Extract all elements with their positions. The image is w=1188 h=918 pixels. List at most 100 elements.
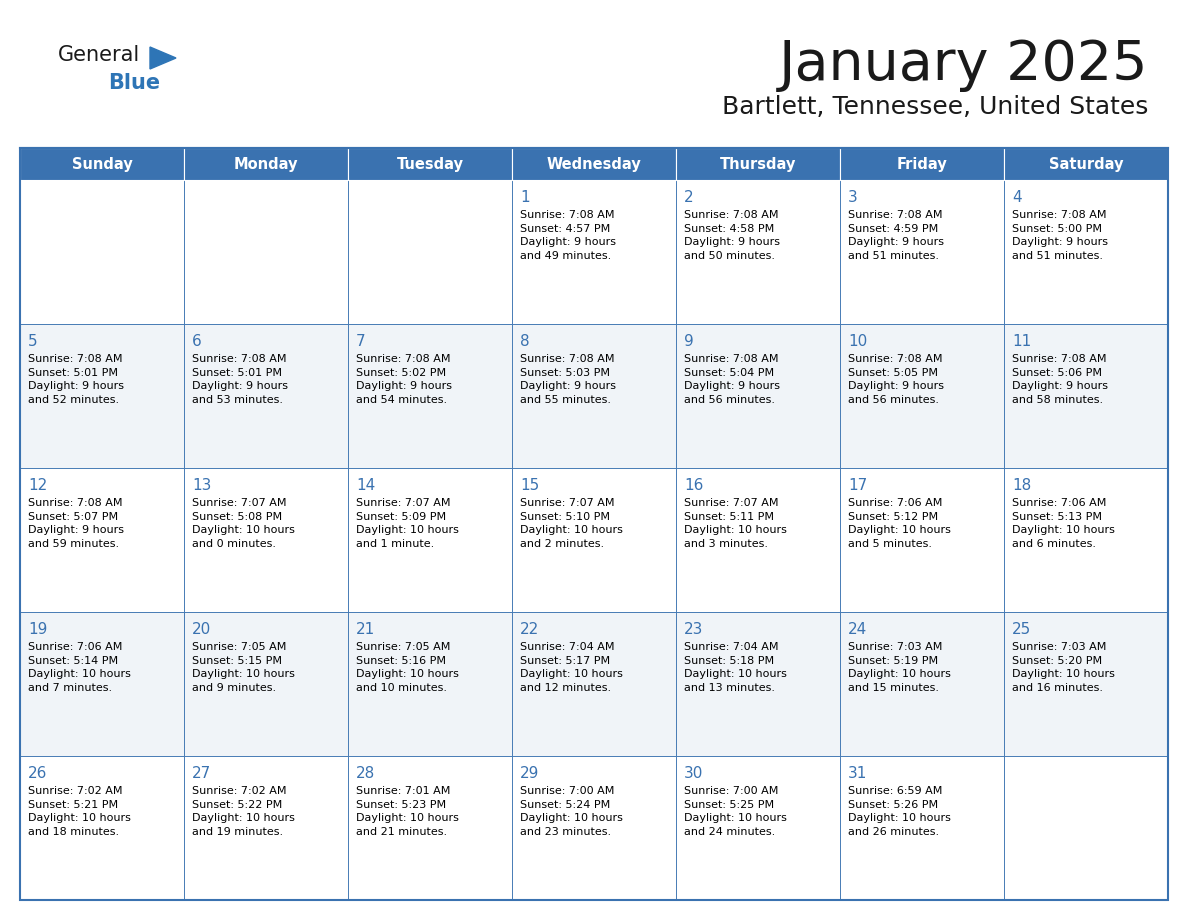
- Text: Sunrise: 7:08 AM
Sunset: 5:06 PM
Daylight: 9 hours
and 58 minutes.: Sunrise: 7:08 AM Sunset: 5:06 PM Dayligh…: [1012, 354, 1108, 405]
- Text: Saturday: Saturday: [1049, 156, 1123, 172]
- Text: Friday: Friday: [897, 156, 947, 172]
- Text: Sunrise: 7:08 AM
Sunset: 5:07 PM
Daylight: 9 hours
and 59 minutes.: Sunrise: 7:08 AM Sunset: 5:07 PM Dayligh…: [29, 498, 124, 549]
- Bar: [512, 612, 676, 756]
- Text: 18: 18: [1012, 478, 1031, 493]
- Text: 9: 9: [684, 334, 694, 349]
- Bar: [840, 612, 1004, 756]
- Text: 21: 21: [356, 622, 375, 637]
- Bar: [20, 324, 184, 468]
- Text: 2: 2: [684, 190, 694, 205]
- Bar: [348, 468, 512, 612]
- Bar: [20, 756, 184, 900]
- Text: 23: 23: [684, 622, 703, 637]
- Bar: [512, 180, 676, 324]
- Bar: [1004, 324, 1168, 468]
- Text: Sunrise: 7:02 AM
Sunset: 5:21 PM
Daylight: 10 hours
and 18 minutes.: Sunrise: 7:02 AM Sunset: 5:21 PM Dayligh…: [29, 786, 131, 837]
- Text: 22: 22: [520, 622, 539, 637]
- Text: 13: 13: [192, 478, 211, 493]
- Bar: [20, 468, 184, 612]
- Bar: [1004, 756, 1168, 900]
- Text: Sunrise: 7:08 AM
Sunset: 5:04 PM
Daylight: 9 hours
and 56 minutes.: Sunrise: 7:08 AM Sunset: 5:04 PM Dayligh…: [684, 354, 781, 405]
- Polygon shape: [150, 47, 176, 69]
- Text: Sunrise: 7:08 AM
Sunset: 4:58 PM
Daylight: 9 hours
and 50 minutes.: Sunrise: 7:08 AM Sunset: 4:58 PM Dayligh…: [684, 210, 781, 261]
- Text: Sunrise: 7:06 AM
Sunset: 5:13 PM
Daylight: 10 hours
and 6 minutes.: Sunrise: 7:06 AM Sunset: 5:13 PM Dayligh…: [1012, 498, 1114, 549]
- Text: Tuesday: Tuesday: [397, 156, 463, 172]
- Text: Sunrise: 7:07 AM
Sunset: 5:08 PM
Daylight: 10 hours
and 0 minutes.: Sunrise: 7:07 AM Sunset: 5:08 PM Dayligh…: [192, 498, 295, 549]
- Bar: [676, 468, 840, 612]
- Text: Sunrise: 7:05 AM
Sunset: 5:16 PM
Daylight: 10 hours
and 10 minutes.: Sunrise: 7:05 AM Sunset: 5:16 PM Dayligh…: [356, 642, 459, 693]
- Bar: [512, 324, 676, 468]
- Text: 16: 16: [684, 478, 703, 493]
- Text: 19: 19: [29, 622, 48, 637]
- Bar: [676, 324, 840, 468]
- Bar: [184, 612, 348, 756]
- Bar: [512, 148, 676, 180]
- Text: 11: 11: [1012, 334, 1031, 349]
- Bar: [20, 180, 184, 324]
- Text: 10: 10: [848, 334, 867, 349]
- Text: 14: 14: [356, 478, 375, 493]
- Text: Sunrise: 7:07 AM
Sunset: 5:09 PM
Daylight: 10 hours
and 1 minute.: Sunrise: 7:07 AM Sunset: 5:09 PM Dayligh…: [356, 498, 459, 549]
- Bar: [840, 468, 1004, 612]
- Text: Sunrise: 7:08 AM
Sunset: 4:59 PM
Daylight: 9 hours
and 51 minutes.: Sunrise: 7:08 AM Sunset: 4:59 PM Dayligh…: [848, 210, 944, 261]
- Bar: [840, 324, 1004, 468]
- Text: Thursday: Thursday: [720, 156, 796, 172]
- Text: Sunrise: 7:01 AM
Sunset: 5:23 PM
Daylight: 10 hours
and 21 minutes.: Sunrise: 7:01 AM Sunset: 5:23 PM Dayligh…: [356, 786, 459, 837]
- Text: 20: 20: [192, 622, 211, 637]
- Text: Sunrise: 7:04 AM
Sunset: 5:17 PM
Daylight: 10 hours
and 12 minutes.: Sunrise: 7:04 AM Sunset: 5:17 PM Dayligh…: [520, 642, 623, 693]
- Text: 25: 25: [1012, 622, 1031, 637]
- Text: Blue: Blue: [108, 73, 160, 93]
- Text: January 2025: January 2025: [778, 38, 1148, 92]
- Text: 8: 8: [520, 334, 530, 349]
- Bar: [20, 612, 184, 756]
- Text: 29: 29: [520, 766, 539, 781]
- Text: Sunrise: 7:06 AM
Sunset: 5:14 PM
Daylight: 10 hours
and 7 minutes.: Sunrise: 7:06 AM Sunset: 5:14 PM Dayligh…: [29, 642, 131, 693]
- Text: 1: 1: [520, 190, 530, 205]
- Text: Sunrise: 7:08 AM
Sunset: 4:57 PM
Daylight: 9 hours
and 49 minutes.: Sunrise: 7:08 AM Sunset: 4:57 PM Dayligh…: [520, 210, 617, 261]
- Text: 17: 17: [848, 478, 867, 493]
- Text: 7: 7: [356, 334, 366, 349]
- Text: Sunday: Sunday: [71, 156, 132, 172]
- Text: Sunrise: 7:08 AM
Sunset: 5:03 PM
Daylight: 9 hours
and 55 minutes.: Sunrise: 7:08 AM Sunset: 5:03 PM Dayligh…: [520, 354, 617, 405]
- Text: Sunrise: 7:04 AM
Sunset: 5:18 PM
Daylight: 10 hours
and 13 minutes.: Sunrise: 7:04 AM Sunset: 5:18 PM Dayligh…: [684, 642, 786, 693]
- Bar: [348, 180, 512, 324]
- Bar: [676, 612, 840, 756]
- Text: Sunrise: 7:07 AM
Sunset: 5:10 PM
Daylight: 10 hours
and 2 minutes.: Sunrise: 7:07 AM Sunset: 5:10 PM Dayligh…: [520, 498, 623, 549]
- Bar: [676, 756, 840, 900]
- Text: Sunrise: 7:08 AM
Sunset: 5:05 PM
Daylight: 9 hours
and 56 minutes.: Sunrise: 7:08 AM Sunset: 5:05 PM Dayligh…: [848, 354, 944, 405]
- Text: 27: 27: [192, 766, 211, 781]
- Bar: [20, 148, 1168, 900]
- Text: General: General: [58, 45, 140, 65]
- Text: Wednesday: Wednesday: [546, 156, 642, 172]
- Bar: [840, 148, 1004, 180]
- Bar: [512, 756, 676, 900]
- Text: Sunrise: 7:03 AM
Sunset: 5:19 PM
Daylight: 10 hours
and 15 minutes.: Sunrise: 7:03 AM Sunset: 5:19 PM Dayligh…: [848, 642, 950, 693]
- Bar: [1004, 148, 1168, 180]
- Bar: [1004, 612, 1168, 756]
- Text: Sunrise: 7:08 AM
Sunset: 5:00 PM
Daylight: 9 hours
and 51 minutes.: Sunrise: 7:08 AM Sunset: 5:00 PM Dayligh…: [1012, 210, 1108, 261]
- Text: Sunrise: 7:08 AM
Sunset: 5:01 PM
Daylight: 9 hours
and 52 minutes.: Sunrise: 7:08 AM Sunset: 5:01 PM Dayligh…: [29, 354, 124, 405]
- Text: 15: 15: [520, 478, 539, 493]
- Bar: [184, 180, 348, 324]
- Text: 30: 30: [684, 766, 703, 781]
- Text: Sunrise: 7:00 AM
Sunset: 5:25 PM
Daylight: 10 hours
and 24 minutes.: Sunrise: 7:00 AM Sunset: 5:25 PM Dayligh…: [684, 786, 786, 837]
- Text: 5: 5: [29, 334, 38, 349]
- Text: 6: 6: [192, 334, 202, 349]
- Text: 28: 28: [356, 766, 375, 781]
- Text: 26: 26: [29, 766, 48, 781]
- Text: Sunrise: 7:08 AM
Sunset: 5:02 PM
Daylight: 9 hours
and 54 minutes.: Sunrise: 7:08 AM Sunset: 5:02 PM Dayligh…: [356, 354, 451, 405]
- Text: Sunrise: 7:00 AM
Sunset: 5:24 PM
Daylight: 10 hours
and 23 minutes.: Sunrise: 7:00 AM Sunset: 5:24 PM Dayligh…: [520, 786, 623, 837]
- Bar: [348, 148, 512, 180]
- Bar: [512, 468, 676, 612]
- Bar: [676, 148, 840, 180]
- Text: Bartlett, Tennessee, United States: Bartlett, Tennessee, United States: [721, 95, 1148, 119]
- Bar: [1004, 468, 1168, 612]
- Text: Sunrise: 7:07 AM
Sunset: 5:11 PM
Daylight: 10 hours
and 3 minutes.: Sunrise: 7:07 AM Sunset: 5:11 PM Dayligh…: [684, 498, 786, 549]
- Text: Sunrise: 7:06 AM
Sunset: 5:12 PM
Daylight: 10 hours
and 5 minutes.: Sunrise: 7:06 AM Sunset: 5:12 PM Dayligh…: [848, 498, 950, 549]
- Bar: [184, 148, 348, 180]
- Text: 3: 3: [848, 190, 858, 205]
- Bar: [840, 180, 1004, 324]
- Text: Sunrise: 7:03 AM
Sunset: 5:20 PM
Daylight: 10 hours
and 16 minutes.: Sunrise: 7:03 AM Sunset: 5:20 PM Dayligh…: [1012, 642, 1114, 693]
- Bar: [184, 468, 348, 612]
- Text: 31: 31: [848, 766, 867, 781]
